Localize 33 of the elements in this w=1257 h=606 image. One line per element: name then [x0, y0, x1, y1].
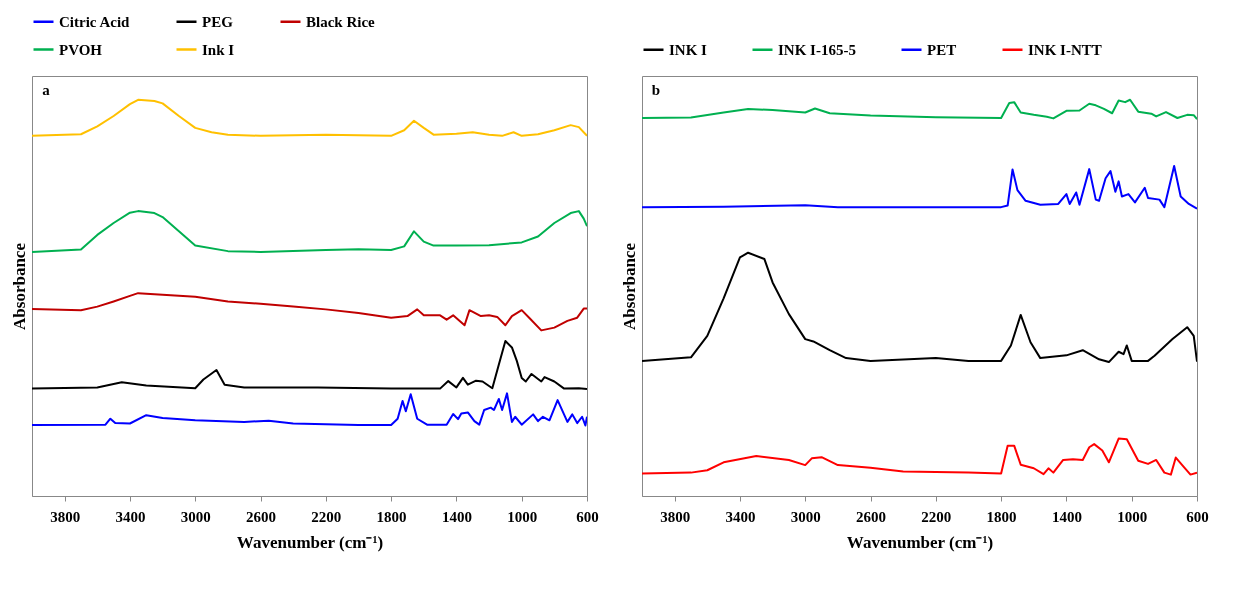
- x-tick-label: 2600: [246, 508, 277, 525]
- x-tick-label: 1800: [986, 508, 1017, 525]
- x-axis-title: Wavenumber (cm⁻¹): [846, 532, 994, 552]
- legend-label: Black Rice: [306, 13, 376, 30]
- x-tick-label: 2200: [921, 508, 952, 525]
- x-tick-label: 600: [576, 508, 599, 525]
- x-tick-label: 2600: [856, 508, 887, 525]
- x-tick-label: 3800: [50, 508, 81, 525]
- legend-label: PVOH: [59, 41, 103, 58]
- x-axis-title: Wavenumber (cm⁻¹): [236, 532, 384, 552]
- x-tick-label: 3000: [180, 508, 211, 525]
- x-tick-label: 3000: [790, 508, 821, 525]
- legend-label: INK I: [669, 41, 708, 58]
- y-axis-title: Absorbance: [619, 242, 639, 330]
- x-tick-label: 1400: [1051, 508, 1082, 525]
- x-tick-label: 3800: [660, 508, 691, 525]
- x-tick-label: 1000: [507, 508, 538, 525]
- x-tick-label: 1800: [376, 508, 407, 525]
- legend-label: PET: [927, 41, 957, 58]
- x-tick-label: 2200: [311, 508, 342, 525]
- x-tick-label: 3400: [115, 508, 146, 525]
- legend-label: INK I-165-5: [778, 41, 856, 58]
- text: b: [651, 82, 661, 98]
- legend-label: PEG: [202, 13, 234, 30]
- legend-label: Citric Acid: [59, 13, 131, 30]
- x-tick-label: 1400: [441, 508, 472, 525]
- y-axis-title: Absorbance: [9, 242, 29, 330]
- x-tick-label: 3400: [725, 508, 756, 525]
- text: a: [42, 82, 51, 98]
- x-tick-label: 1000: [1117, 508, 1148, 525]
- legend-label: INK I-NTT: [1028, 41, 1102, 58]
- legend-label: Ink I: [202, 41, 235, 58]
- x-tick-label: 600: [1186, 508, 1209, 525]
